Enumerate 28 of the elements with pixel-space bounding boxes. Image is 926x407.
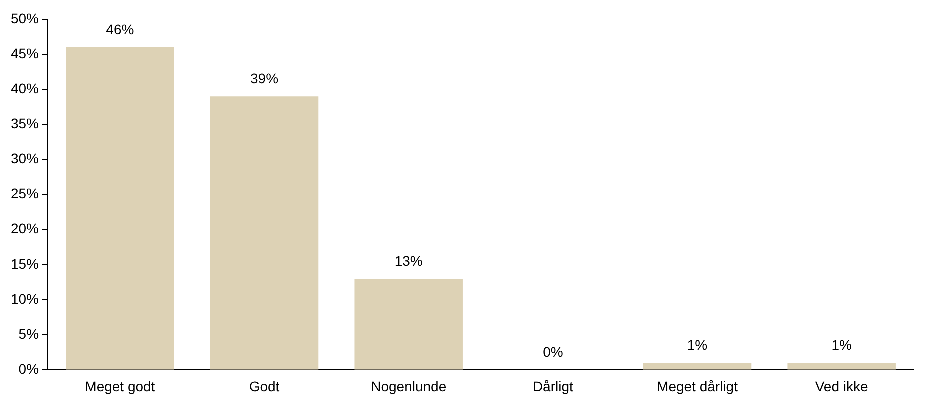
x-tick-label: Meget godt [85,378,156,394]
bar [643,363,752,370]
data-label: 1% [832,337,852,354]
bar [66,47,174,370]
data-label: 13% [394,252,423,269]
x-tick-label: Nogenlunde [371,378,447,394]
x-tick-label: Ved ikke [815,378,869,394]
y-tick-label: 15% [10,256,40,272]
y-tick-label: 30% [10,150,40,167]
data-label: 46% [106,21,134,38]
y-tick-label: 0% [18,361,40,378]
y-tick-label: 5% [18,326,40,342]
y-tick-label: 50% [10,10,40,26]
bar [210,96,319,370]
data-label: 1% [687,337,708,354]
data-label: 0% [543,344,564,360]
x-tick-label: Dårligt [532,378,574,394]
y-tick-label: 10% [10,290,40,307]
y-tick-label: 25% [10,186,40,202]
bar [354,278,463,370]
y-tick-label: 20% [10,220,40,237]
y-tick-label: 40% [10,80,40,96]
y-tick-label: 35% [10,116,40,132]
x-tick-label: Godt [249,378,280,394]
x-tick-label: Meget dårligt [657,378,738,394]
bar [788,363,896,370]
data-label: 39% [250,70,279,86]
y-tick-label: 45% [10,45,40,62]
